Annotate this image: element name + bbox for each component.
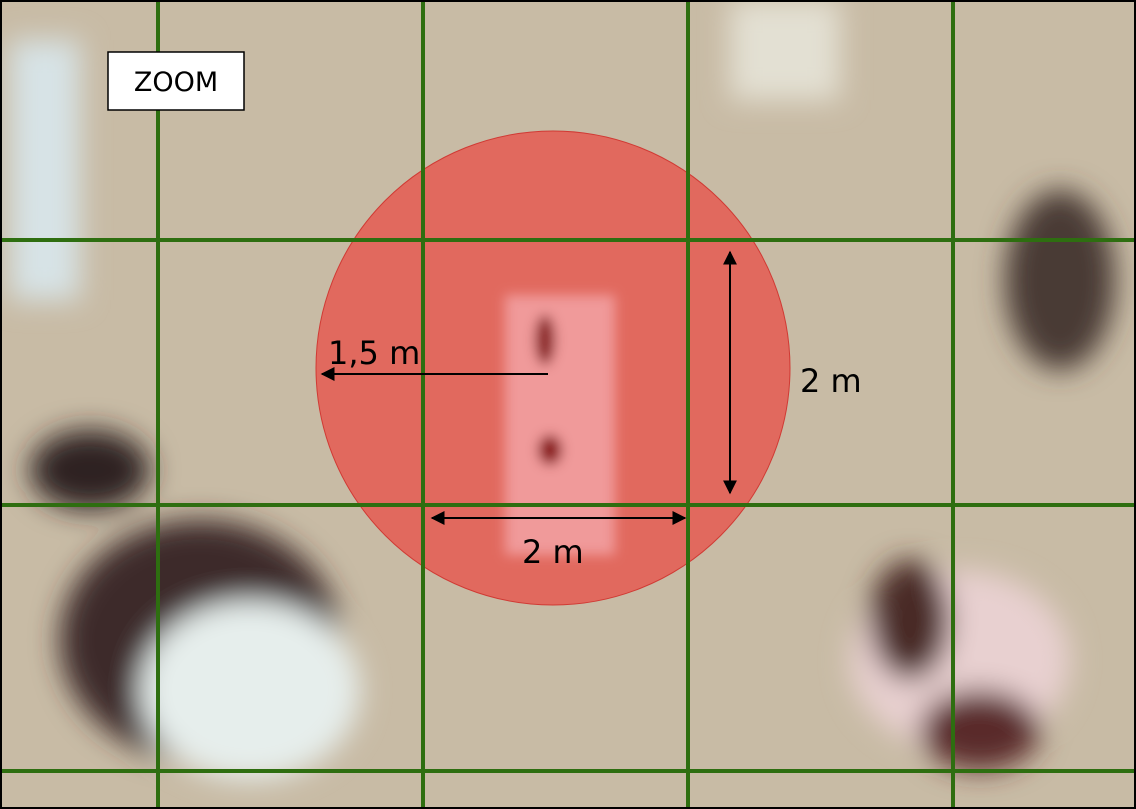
width-label: 2 m [522,533,584,571]
zoom-label: ZOOM [134,67,218,98]
radius-label: 1,5 m [328,334,420,372]
central-object [505,295,615,555]
height-label: 2 m [800,362,862,400]
zoom-view: 1,5 m 2 m 2 m ZOOM [0,0,1136,809]
